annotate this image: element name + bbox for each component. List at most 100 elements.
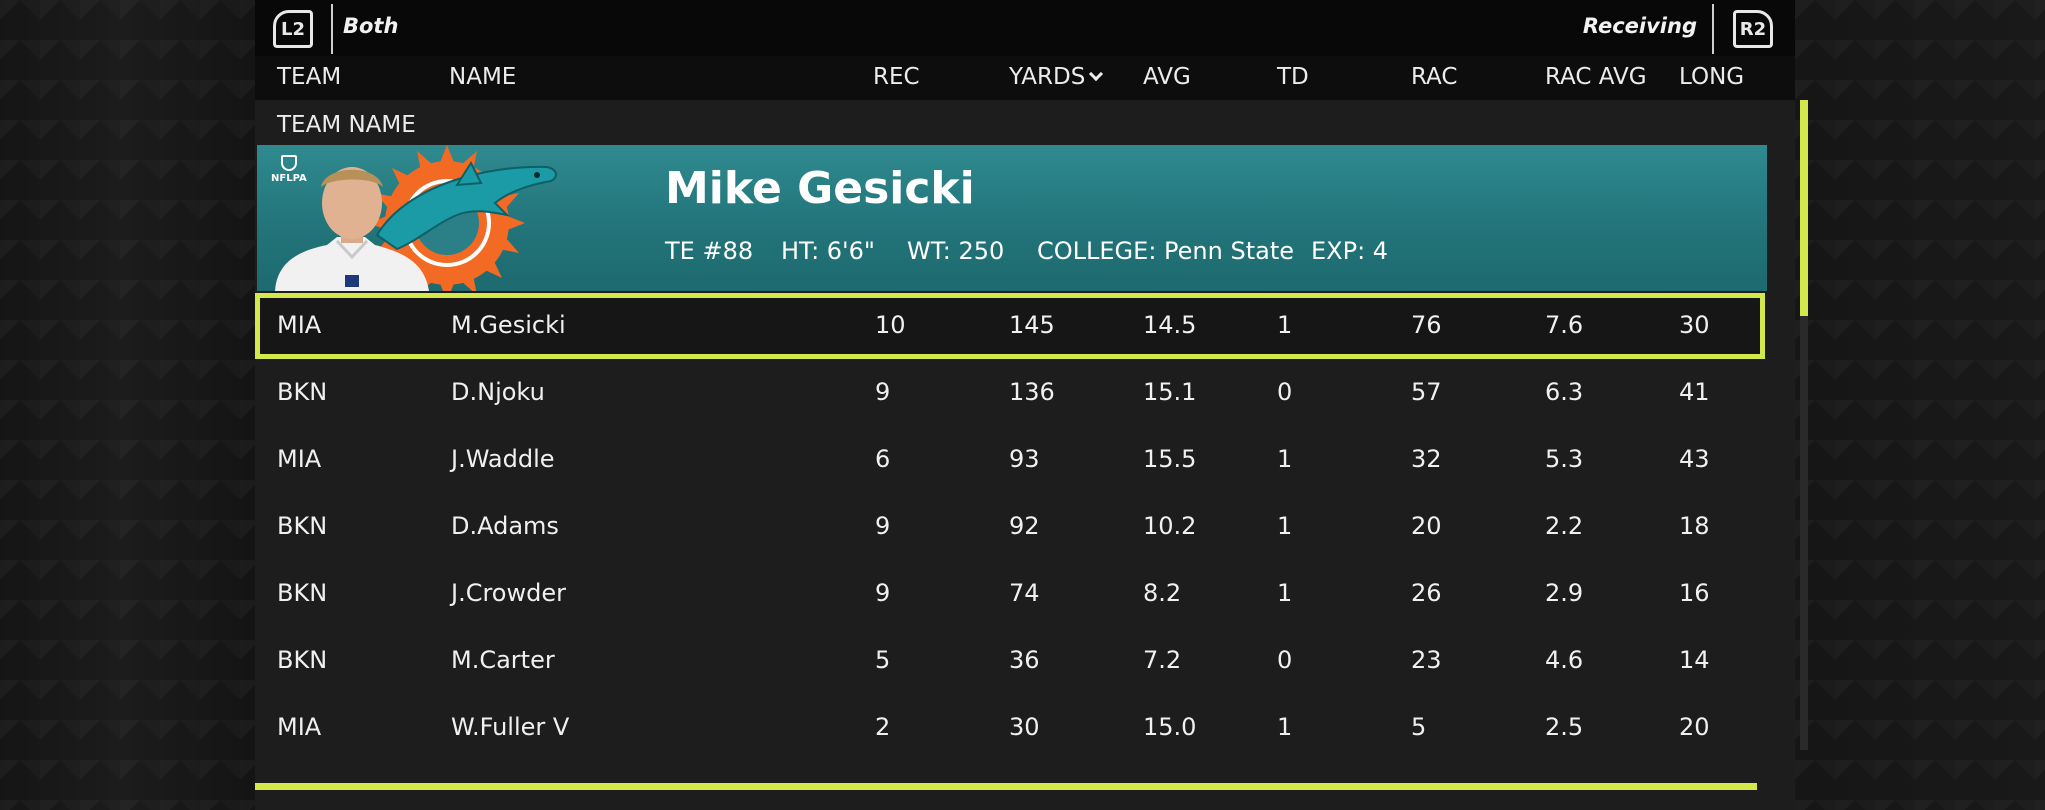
cell-long: 41: [1679, 378, 1710, 406]
cell-yards: 145: [1009, 311, 1055, 339]
table-row[interactable]: BKN D.Adams 9 92 10.2 1 20 2.2 18: [255, 494, 1765, 560]
cell-team: MIA: [277, 311, 322, 339]
cell-team: BKN: [277, 579, 328, 607]
cell-rac: 32: [1411, 445, 1442, 473]
cell-td: 1: [1277, 512, 1293, 540]
table-row[interactable]: MIA J.Waddle 6 93 15.5 1 32 5.3 43: [255, 427, 1765, 493]
cell-team: BKN: [277, 378, 328, 406]
cell-rac-avg: 6.3: [1545, 378, 1584, 406]
cell-long: 14: [1679, 646, 1710, 674]
cell-name: D.Adams: [451, 512, 559, 540]
table-row[interactable]: MIA W.Fuller V 2 30 15.0 1 5 2.5 20: [255, 695, 1765, 761]
cell-avg: 15.5: [1143, 445, 1197, 473]
cell-rec: 9: [875, 512, 891, 540]
nflpa-shield-icon: [280, 155, 297, 171]
table-row[interactable]: BKN J.Crowder 9 74 8.2 1 26 2.9 16: [255, 561, 1765, 627]
column-header-avg[interactable]: AVG: [1143, 64, 1191, 90]
cell-rac: 76: [1411, 311, 1442, 339]
cell-long: 18: [1679, 512, 1710, 540]
scrollbar-thumb[interactable]: [1800, 100, 1808, 316]
group-label: TEAM NAME: [277, 112, 416, 138]
cell-rac: 5: [1411, 713, 1427, 741]
cell-yards: 36: [1009, 646, 1040, 674]
cell-td: 1: [1277, 579, 1293, 607]
cell-name: M.Gesicki: [451, 311, 566, 339]
column-header-rec[interactable]: REC: [873, 64, 920, 90]
cell-long: 30: [1679, 311, 1710, 339]
background-pattern-right: [1795, 0, 2045, 810]
column-header-yards[interactable]: YARDS: [1009, 64, 1104, 90]
cell-rac: 20: [1411, 512, 1442, 540]
cell-avg: 14.5: [1143, 311, 1197, 339]
cell-td: 1: [1277, 713, 1293, 741]
column-header-td[interactable]: TD: [1277, 64, 1309, 90]
divider: [331, 4, 333, 54]
cell-rac: 57: [1411, 378, 1442, 406]
scrollbar-track[interactable]: [1800, 100, 1808, 750]
player-experience: EXP: 4: [1311, 237, 1389, 265]
cell-rac-avg: 2.5: [1545, 713, 1584, 741]
cell-rec: 9: [875, 378, 891, 406]
bottom-accent-line: [255, 783, 1757, 790]
cell-rec: 5: [875, 646, 891, 674]
nflpa-logo: NFLPA: [271, 155, 307, 185]
cell-rac-avg: 7.6: [1545, 311, 1584, 339]
cell-name: D.Njoku: [451, 378, 545, 406]
cell-td: 0: [1277, 646, 1293, 674]
cell-rac-avg: 2.2: [1545, 512, 1584, 540]
cell-long: 43: [1679, 445, 1710, 473]
cell-yards: 136: [1009, 378, 1055, 406]
table-row[interactable]: BKN M.Carter 5 36 7.2 0 23 4.6 14: [255, 628, 1765, 694]
stat-category-label[interactable]: Receiving: [1582, 14, 1697, 38]
column-header-rac-avg[interactable]: RAC AVG: [1545, 64, 1647, 90]
player-card: NFLPA: [257, 145, 1767, 291]
cell-rac-avg: 5.3: [1545, 445, 1584, 473]
cell-name: W.Fuller V: [451, 713, 570, 741]
cell-avg: 15.0: [1143, 713, 1197, 741]
cell-rec: 9: [875, 579, 891, 607]
cell-name: J.Crowder: [451, 579, 566, 607]
nflpa-label: NFLPA: [271, 173, 307, 184]
team-filter-label[interactable]: Both: [343, 14, 399, 38]
cell-name: M.Carter: [451, 646, 555, 674]
divider: [1712, 4, 1714, 54]
cell-rac: 23: [1411, 646, 1442, 674]
r2-button-icon[interactable]: R2: [1733, 10, 1773, 48]
column-header-rac[interactable]: RAC: [1411, 64, 1458, 90]
cell-rec: 2: [875, 713, 891, 741]
player-photo-area: NFLPA: [257, 145, 577, 291]
cell-long: 20: [1679, 713, 1710, 741]
cell-yards: 93: [1009, 445, 1040, 473]
cell-avg: 8.2: [1143, 579, 1182, 607]
dolphins-logo-icon: [275, 145, 557, 291]
cell-td: 0: [1277, 378, 1293, 406]
column-header-long[interactable]: LONG: [1679, 64, 1745, 90]
column-headers: TEAM NAME REC YARDS AVG TD RAC RAC AVG L…: [255, 56, 1795, 100]
player-height: HT: 6'6": [781, 237, 875, 265]
stats-panel: L2 Both Receiving R2 TEAM NAME REC YARDS…: [255, 0, 1808, 810]
column-header-yards-label: YARDS: [1009, 64, 1086, 90]
filter-bar: L2 Both Receiving R2: [255, 0, 1795, 56]
sort-descending-icon: [1089, 66, 1104, 82]
l2-button-icon[interactable]: L2: [273, 10, 313, 48]
cell-yards: 74: [1009, 579, 1040, 607]
cell-td: 1: [1277, 311, 1293, 339]
cell-long: 16: [1679, 579, 1710, 607]
column-header-name[interactable]: NAME: [449, 64, 517, 90]
cell-avg: 10.2: [1143, 512, 1197, 540]
cell-team: MIA: [277, 713, 322, 741]
background-pattern-left: [0, 0, 255, 810]
cell-name: J.Waddle: [451, 445, 555, 473]
player-position: TE #88: [665, 237, 754, 265]
table-row-selected[interactable]: MIA M.Gesicki 10 145 14.5 1 76 7.6 30: [255, 293, 1765, 359]
column-header-team[interactable]: TEAM: [277, 64, 342, 90]
cell-yards: 92: [1009, 512, 1040, 540]
table-row[interactable]: BKN D.Njoku 9 136 15.1 0 57 6.3 41: [255, 360, 1765, 426]
cell-rac-avg: 4.6: [1545, 646, 1584, 674]
cell-rec: 6: [875, 445, 891, 473]
player-college: COLLEGE: Penn State: [1037, 237, 1294, 265]
cell-team: BKN: [277, 512, 328, 540]
cell-avg: 15.1: [1143, 378, 1197, 406]
cell-td: 1: [1277, 445, 1293, 473]
player-name: Mike Gesicki: [665, 163, 975, 214]
